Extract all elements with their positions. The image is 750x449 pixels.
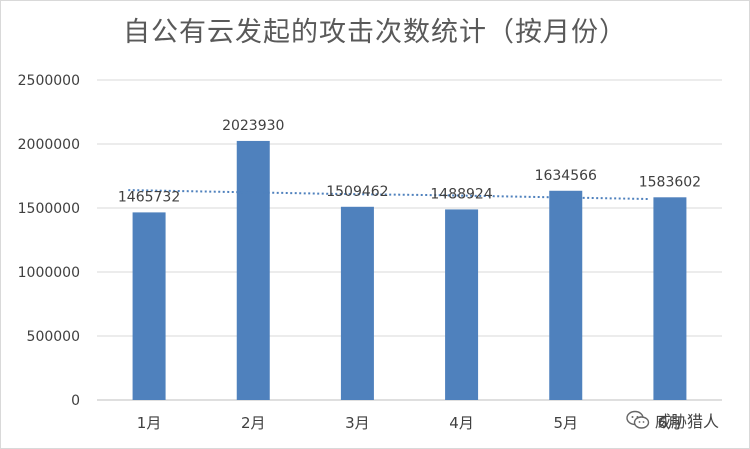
y-tick-label: 0 bbox=[71, 393, 80, 409]
bar bbox=[340, 206, 374, 400]
x-tick-label: 5月 bbox=[553, 414, 578, 432]
y-tick-label: 500000 bbox=[27, 329, 80, 345]
x-tick-label: 6月 bbox=[658, 414, 683, 432]
x-tick-label: 4月 bbox=[449, 414, 474, 432]
x-tick-label: 2月 bbox=[241, 414, 266, 432]
bar bbox=[445, 209, 479, 400]
data-label: 1488924 bbox=[430, 186, 492, 202]
wechat-icon bbox=[626, 410, 650, 430]
data-label: 2023930 bbox=[222, 118, 284, 134]
x-tick-label: 3月 bbox=[345, 414, 370, 432]
y-tick-label: 2000000 bbox=[18, 137, 80, 153]
x-tick-label: 1月 bbox=[137, 414, 162, 432]
y-tick-label: 2500000 bbox=[18, 73, 80, 89]
y-tick-label: 1500000 bbox=[18, 201, 80, 217]
data-label: 1634566 bbox=[535, 168, 597, 184]
y-tick-label: 1000000 bbox=[18, 265, 80, 281]
trendline bbox=[128, 189, 650, 201]
data-label: 1465732 bbox=[118, 189, 180, 205]
data-label: 1509462 bbox=[326, 184, 388, 200]
data-label: 1583602 bbox=[639, 174, 701, 190]
bar bbox=[653, 197, 687, 400]
watermark: 威胁猎人 bbox=[626, 408, 719, 432]
chart-title: 自公有云发起的攻击次数统计（按月份） bbox=[123, 17, 627, 48]
watermark-text: 威胁猎人 bbox=[655, 412, 720, 431]
bar bbox=[236, 140, 270, 401]
bar bbox=[549, 190, 583, 400]
bar bbox=[132, 212, 166, 400]
